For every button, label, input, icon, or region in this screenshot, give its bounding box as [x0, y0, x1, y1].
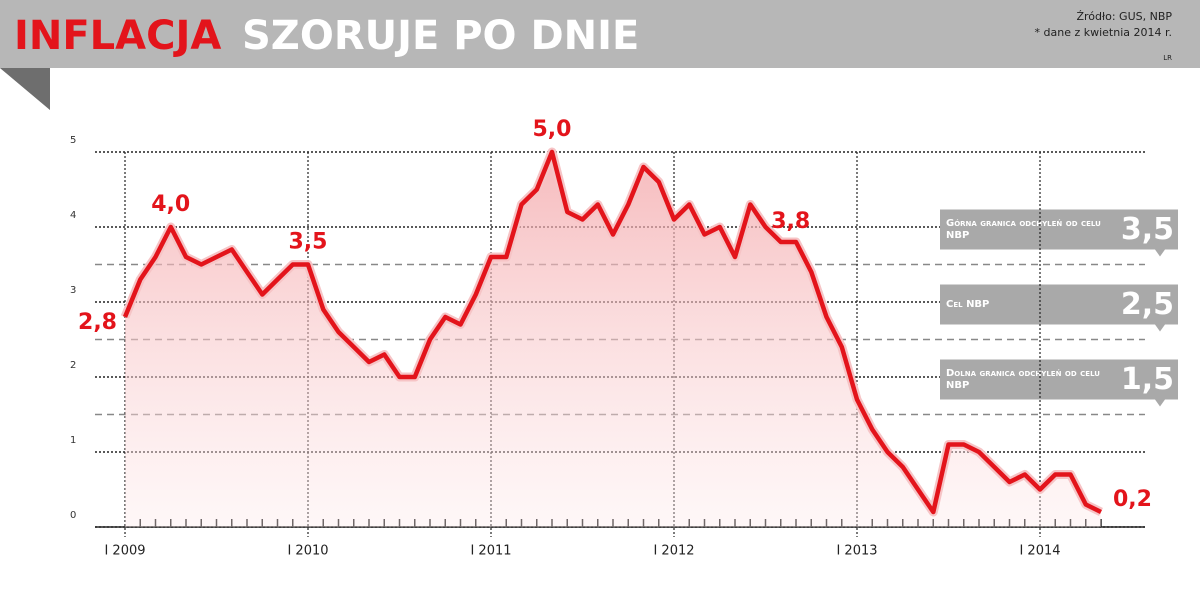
reference-value: 2,5 — [1121, 287, 1174, 322]
note: * dane z kwietnia 2014 r. — [1035, 26, 1173, 39]
reference-box — [940, 209, 1178, 257]
x-tick-label: I 2012 — [653, 544, 694, 559]
line — [122, 149, 1102, 515]
area — [125, 152, 1101, 527]
value-label: 4,0 — [151, 192, 190, 217]
y-tick-label: 2 — [70, 360, 76, 371]
x-tick-label: I 2011 — [470, 544, 511, 559]
source: Źródło: GUS, NBP — [1076, 10, 1172, 23]
reference-value: 3,5 — [1121, 212, 1174, 247]
value-label: 0,2 — [1113, 487, 1152, 512]
x-tick-label: I 2009 — [104, 544, 145, 559]
y-tick-label: 3 — [70, 285, 76, 296]
reference-label: Dolna granica odchyleń od celu NBP — [946, 367, 1100, 391]
reference-box — [940, 284, 1178, 332]
x-tick-label: I 2013 — [836, 544, 877, 559]
reference-box — [940, 359, 1178, 407]
y-tick-label: 1 — [70, 435, 76, 446]
x-tick-label: I 2010 — [287, 544, 328, 559]
y-tick-label: 4 — [70, 210, 76, 221]
reference-label: Cel NBP — [946, 298, 990, 310]
header-fold — [0, 68, 50, 110]
value-label: 2,8 — [78, 310, 117, 335]
value-label: 5,0 — [533, 117, 572, 142]
y-tick-label: 0 — [70, 510, 76, 521]
reference-label: Górna granica odchyleń od celu NBP — [946, 217, 1101, 241]
reference-label-box: Dolna granica odchyleń od celu NBP — [946, 367, 1100, 391]
reference-label-box: Górna granica odchyleń od celu NBP — [946, 217, 1101, 241]
reference-label-box: Cel NBP — [946, 298, 990, 310]
chart-title: INFLACJA — [14, 13, 221, 59]
reference-value: 1,5 — [1121, 362, 1174, 397]
chart-subtitle: SZORUJE PO DNIE — [242, 13, 639, 59]
x-tick-label: I 2014 — [1019, 544, 1060, 559]
value-label: 3,5 — [289, 230, 328, 255]
value-label: 3,8 — [771, 209, 810, 234]
header-bar — [0, 0, 1200, 110]
author: LR — [1163, 54, 1172, 62]
plot-area: 0 1 2 3 4 5 Górna granica odchyleń od celu NBP… — [70, 117, 1178, 559]
y-tick-label: 5 — [70, 135, 76, 146]
